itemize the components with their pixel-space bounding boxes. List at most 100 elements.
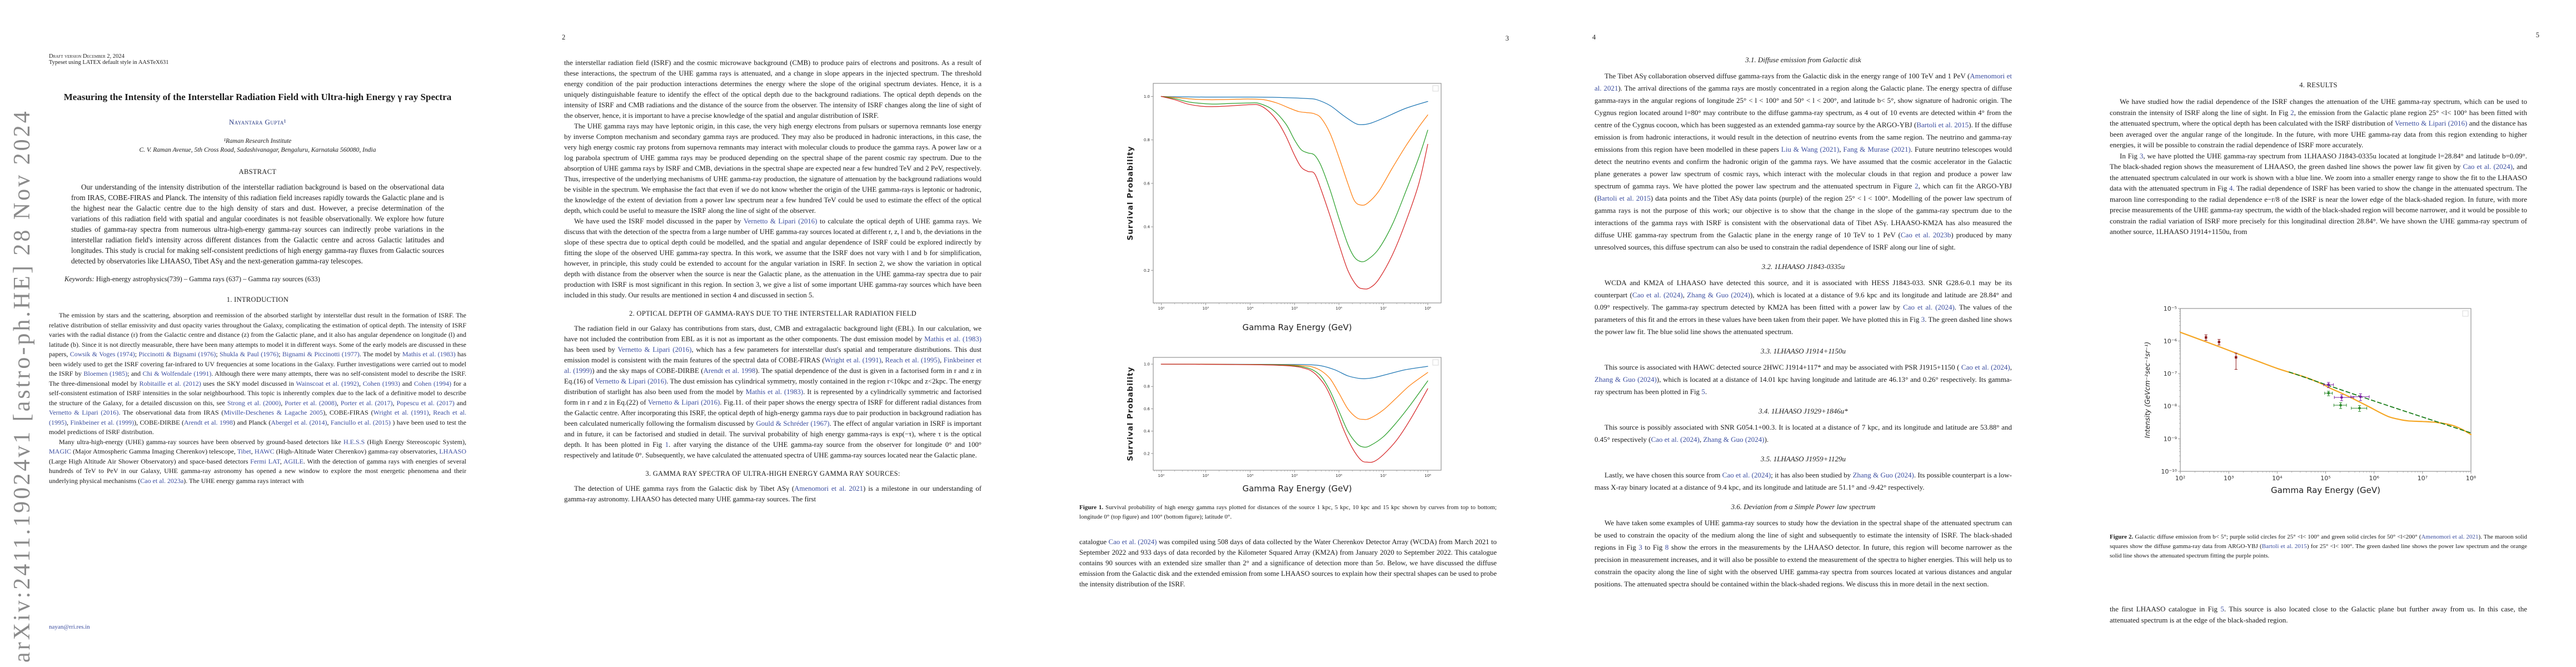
page-number: 5 bbox=[2535, 31, 2539, 39]
citation-link[interactable]: Strong et al. (2000) bbox=[227, 399, 281, 407]
citation-link[interactable]: Fermi LAT bbox=[250, 457, 280, 465]
citation-link[interactable]: Vernetto & Lipari (2016) bbox=[595, 377, 667, 385]
citation-link[interactable]: 5 bbox=[1701, 387, 1705, 396]
citation-link[interactable]: Cohen (1994) bbox=[413, 379, 452, 387]
citation-link[interactable]: Zhang & Guo (2024) bbox=[1687, 291, 1750, 299]
citation-link[interactable]: Popescu et al. (2017) bbox=[396, 399, 455, 407]
citation-link[interactable]: Vernetto & Lipari (2016) bbox=[617, 346, 692, 354]
citation-link[interactable]: Bignami & Piccinotti (1977) bbox=[282, 350, 360, 358]
citation-link[interactable]: Reach et al. (1995) bbox=[49, 409, 467, 426]
citation-link[interactable]: Cao et al. (2024) bbox=[2463, 162, 2513, 171]
citation-link[interactable]: Vernetto & Lipari (2016) bbox=[647, 399, 720, 406]
citation-link[interactable]: Finkbeiner et al. (1999) bbox=[70, 418, 134, 426]
svg-text:10⁴: 10⁴ bbox=[1247, 306, 1253, 311]
citation-link[interactable]: LHAASO bbox=[439, 447, 467, 455]
page-2: 2 the interstellar radiation field (ISRF… bbox=[515, 0, 1030, 667]
citation-link[interactable]: Cao et al. 2023b bbox=[1900, 231, 1951, 239]
section-3-heading: 3. GAMMA RAY SPECTRA OF ULTRA-HIGH ENERG… bbox=[645, 470, 900, 477]
citation-link[interactable]: Amenomori et al. 2021 bbox=[2421, 534, 2479, 540]
citation-link[interactable]: Vernetto & Lipari (2016) bbox=[49, 409, 119, 416]
citation-link[interactable]: Mathis et al. (1983) bbox=[924, 335, 981, 343]
citation-link[interactable]: Liu & Wang (2021) bbox=[1781, 145, 1840, 153]
citation-link[interactable]: Fanciullo et al. (2015) bbox=[330, 418, 391, 426]
citation-link[interactable]: Porter et al. (2017) bbox=[340, 399, 393, 407]
citation-link[interactable]: 4 bbox=[2229, 184, 2233, 192]
citation-link[interactable]: Cao et al. 2023a bbox=[140, 476, 184, 485]
paragraph: The detection of UHE gamma rays from the… bbox=[564, 485, 981, 503]
svg-text:10⁵: 10⁵ bbox=[2320, 475, 2330, 482]
svg-text:Survival Probability: Survival Probability bbox=[1126, 146, 1135, 240]
citation-link[interactable]: H.E.S.S bbox=[343, 437, 365, 446]
citation-link[interactable]: Bartoli et al. 2015 bbox=[2261, 543, 2307, 550]
citation-link[interactable]: Arendt et al. 1998 bbox=[184, 418, 233, 426]
citation-link[interactable]: Vernetto & Lipari (2016) bbox=[743, 217, 818, 225]
citation-link[interactable]: Zhang & Guo (2024) bbox=[1852, 471, 1914, 479]
svg-text:0.6: 0.6 bbox=[1144, 181, 1150, 186]
paragraph: We have used the ISRF model discussed in… bbox=[564, 217, 981, 299]
citation-link[interactable]: Amenomori et al. 2021 bbox=[1595, 72, 2012, 92]
svg-text:0.8: 0.8 bbox=[1144, 138, 1150, 142]
citation-link[interactable]: Cao et al. (2024) bbox=[1651, 435, 1700, 444]
paragraph: catalogue Cao et al. (2024) was compiled… bbox=[1079, 538, 1497, 588]
svg-text:10⁶: 10⁶ bbox=[1336, 474, 1342, 478]
figure1-caption-text: Survival probability of high energy gamm… bbox=[1079, 504, 1497, 520]
citation-link[interactable]: Robitaille et al. (2012) bbox=[139, 379, 201, 387]
page-number: 3 bbox=[1505, 34, 1509, 42]
citation-link[interactable]: Cao et al. (2024) bbox=[1632, 291, 1683, 299]
citation-link[interactable]: Shukla & Paul (1976) bbox=[220, 350, 279, 358]
citation-link[interactable]: Porter et al. (2008) bbox=[285, 399, 337, 407]
citation-link[interactable]: Vernetto & Lipari (2016) bbox=[2394, 119, 2468, 127]
citation-link[interactable]: AGILE bbox=[283, 457, 303, 465]
citation-link[interactable]: Amenomori et al. 2021 bbox=[794, 485, 864, 492]
svg-text:10⁻¹⁰: 10⁻¹⁰ bbox=[2161, 468, 2177, 475]
citation-link[interactable]: 1 bbox=[665, 441, 669, 449]
citation-link[interactable]: Cohen (1993) bbox=[362, 379, 400, 387]
citation-link[interactable]: Arendt et al. 1998 bbox=[703, 367, 756, 375]
citation-link[interactable]: HAWC bbox=[254, 447, 275, 455]
svg-text:0.4: 0.4 bbox=[1144, 429, 1150, 434]
svg-text:10⁻⁹: 10⁻⁹ bbox=[2164, 435, 2177, 442]
citation-link[interactable]: Wainscoat et al. (1992) bbox=[296, 379, 359, 387]
citation-link[interactable]: Cao et al. (2024) bbox=[1903, 303, 1955, 311]
citation-link[interactable]: Piccinotti & Bignami (1976) bbox=[138, 350, 216, 358]
citation-link[interactable]: Cao et al. (2024) bbox=[1961, 363, 2010, 371]
citation-link[interactable]: Bartoli et al. 2015 bbox=[1916, 121, 1969, 129]
citation-link[interactable]: Bartoli et al. 2015 bbox=[1597, 194, 1651, 202]
svg-text:0.6: 0.6 bbox=[1144, 407, 1150, 411]
citation-link[interactable]: MAGIC bbox=[49, 447, 72, 455]
citation-link[interactable]: Chi & Wolfendale (1991) bbox=[142, 370, 212, 377]
citation-link[interactable]: 2 bbox=[1915, 182, 1919, 190]
citation-link[interactable]: Zhang & Guo (2024) bbox=[1595, 375, 1657, 384]
citation-link[interactable]: Finkbeiner et al. (1999) bbox=[564, 356, 981, 375]
citation-link[interactable]: Gould & Schréder (1967) bbox=[756, 420, 830, 427]
figure2-intensity-spectrum-plot: 10² 10³ 10⁴ 10⁵ 10⁶ 10⁷ 10⁸ 10⁻⁵ 10⁻⁶ 10⁻⁷ 10⁻⁸ 10⁻… bbox=[2144, 305, 2477, 495]
citation-link[interactable]: Fang & Murase (2021) bbox=[1843, 145, 1911, 153]
author-name[interactable]: Nayantara Gupta¹ bbox=[228, 118, 287, 126]
citation-link[interactable]: 3 bbox=[2139, 151, 2144, 160]
svg-text:Survival Probability: Survival Probability bbox=[1126, 366, 1135, 461]
citation-link[interactable]: Cao et al. (2024) bbox=[1108, 538, 1157, 546]
section-3-2-heading: 3.2. 1LHAASO J1843-0335u bbox=[1761, 262, 1845, 271]
svg-text:10⁴: 10⁴ bbox=[1247, 474, 1253, 478]
citation-link[interactable]: 8 bbox=[1665, 543, 1669, 551]
figure2-caption-text: Galactic diffuse emission from b< 5°; pu… bbox=[2110, 534, 2528, 559]
citation-link[interactable]: Bloemen (1985) bbox=[83, 370, 128, 377]
svg-text:Intensity (GeVcm⁻²sec⁻¹sr⁻¹): Intensity (GeVcm⁻²sec⁻¹sr⁻¹) bbox=[2144, 342, 2151, 438]
citation-link[interactable]: Cao et al. (2024) bbox=[1722, 471, 1771, 479]
citation-link[interactable]: Cowsik & Voges (1974) bbox=[69, 350, 135, 358]
citation-link[interactable]: Reach et al. (1995) bbox=[885, 356, 940, 364]
citation-link[interactable]: Wright et al. (1991) bbox=[824, 356, 881, 364]
citation-link[interactable]: 2 bbox=[2290, 108, 2294, 117]
citation-link[interactable]: Abergel et al. (2014) bbox=[271, 418, 327, 426]
citation-link[interactable]: 3 bbox=[1638, 543, 1642, 551]
citation-link[interactable]: Wright et al. (1991) bbox=[373, 409, 429, 416]
citation-link[interactable]: Mathis et al. (1983) bbox=[402, 350, 456, 358]
citation-link[interactable]: 5 bbox=[2220, 605, 2224, 613]
citation-link[interactable]: Zhang & Guo (2024) bbox=[1703, 435, 1765, 444]
citation-link[interactable]: Miville-Deschenes & Lagache 2005 bbox=[223, 409, 323, 416]
citation-link[interactable]: 3 bbox=[1921, 315, 1925, 323]
citation-link[interactable]: Mathis et al. (1983) bbox=[745, 388, 804, 396]
citation-link[interactable]: Tibet bbox=[237, 447, 251, 455]
footnote-email-link[interactable]: nayan@rri.res.in bbox=[49, 624, 90, 630]
svg-text:1.0: 1.0 bbox=[1144, 94, 1150, 99]
